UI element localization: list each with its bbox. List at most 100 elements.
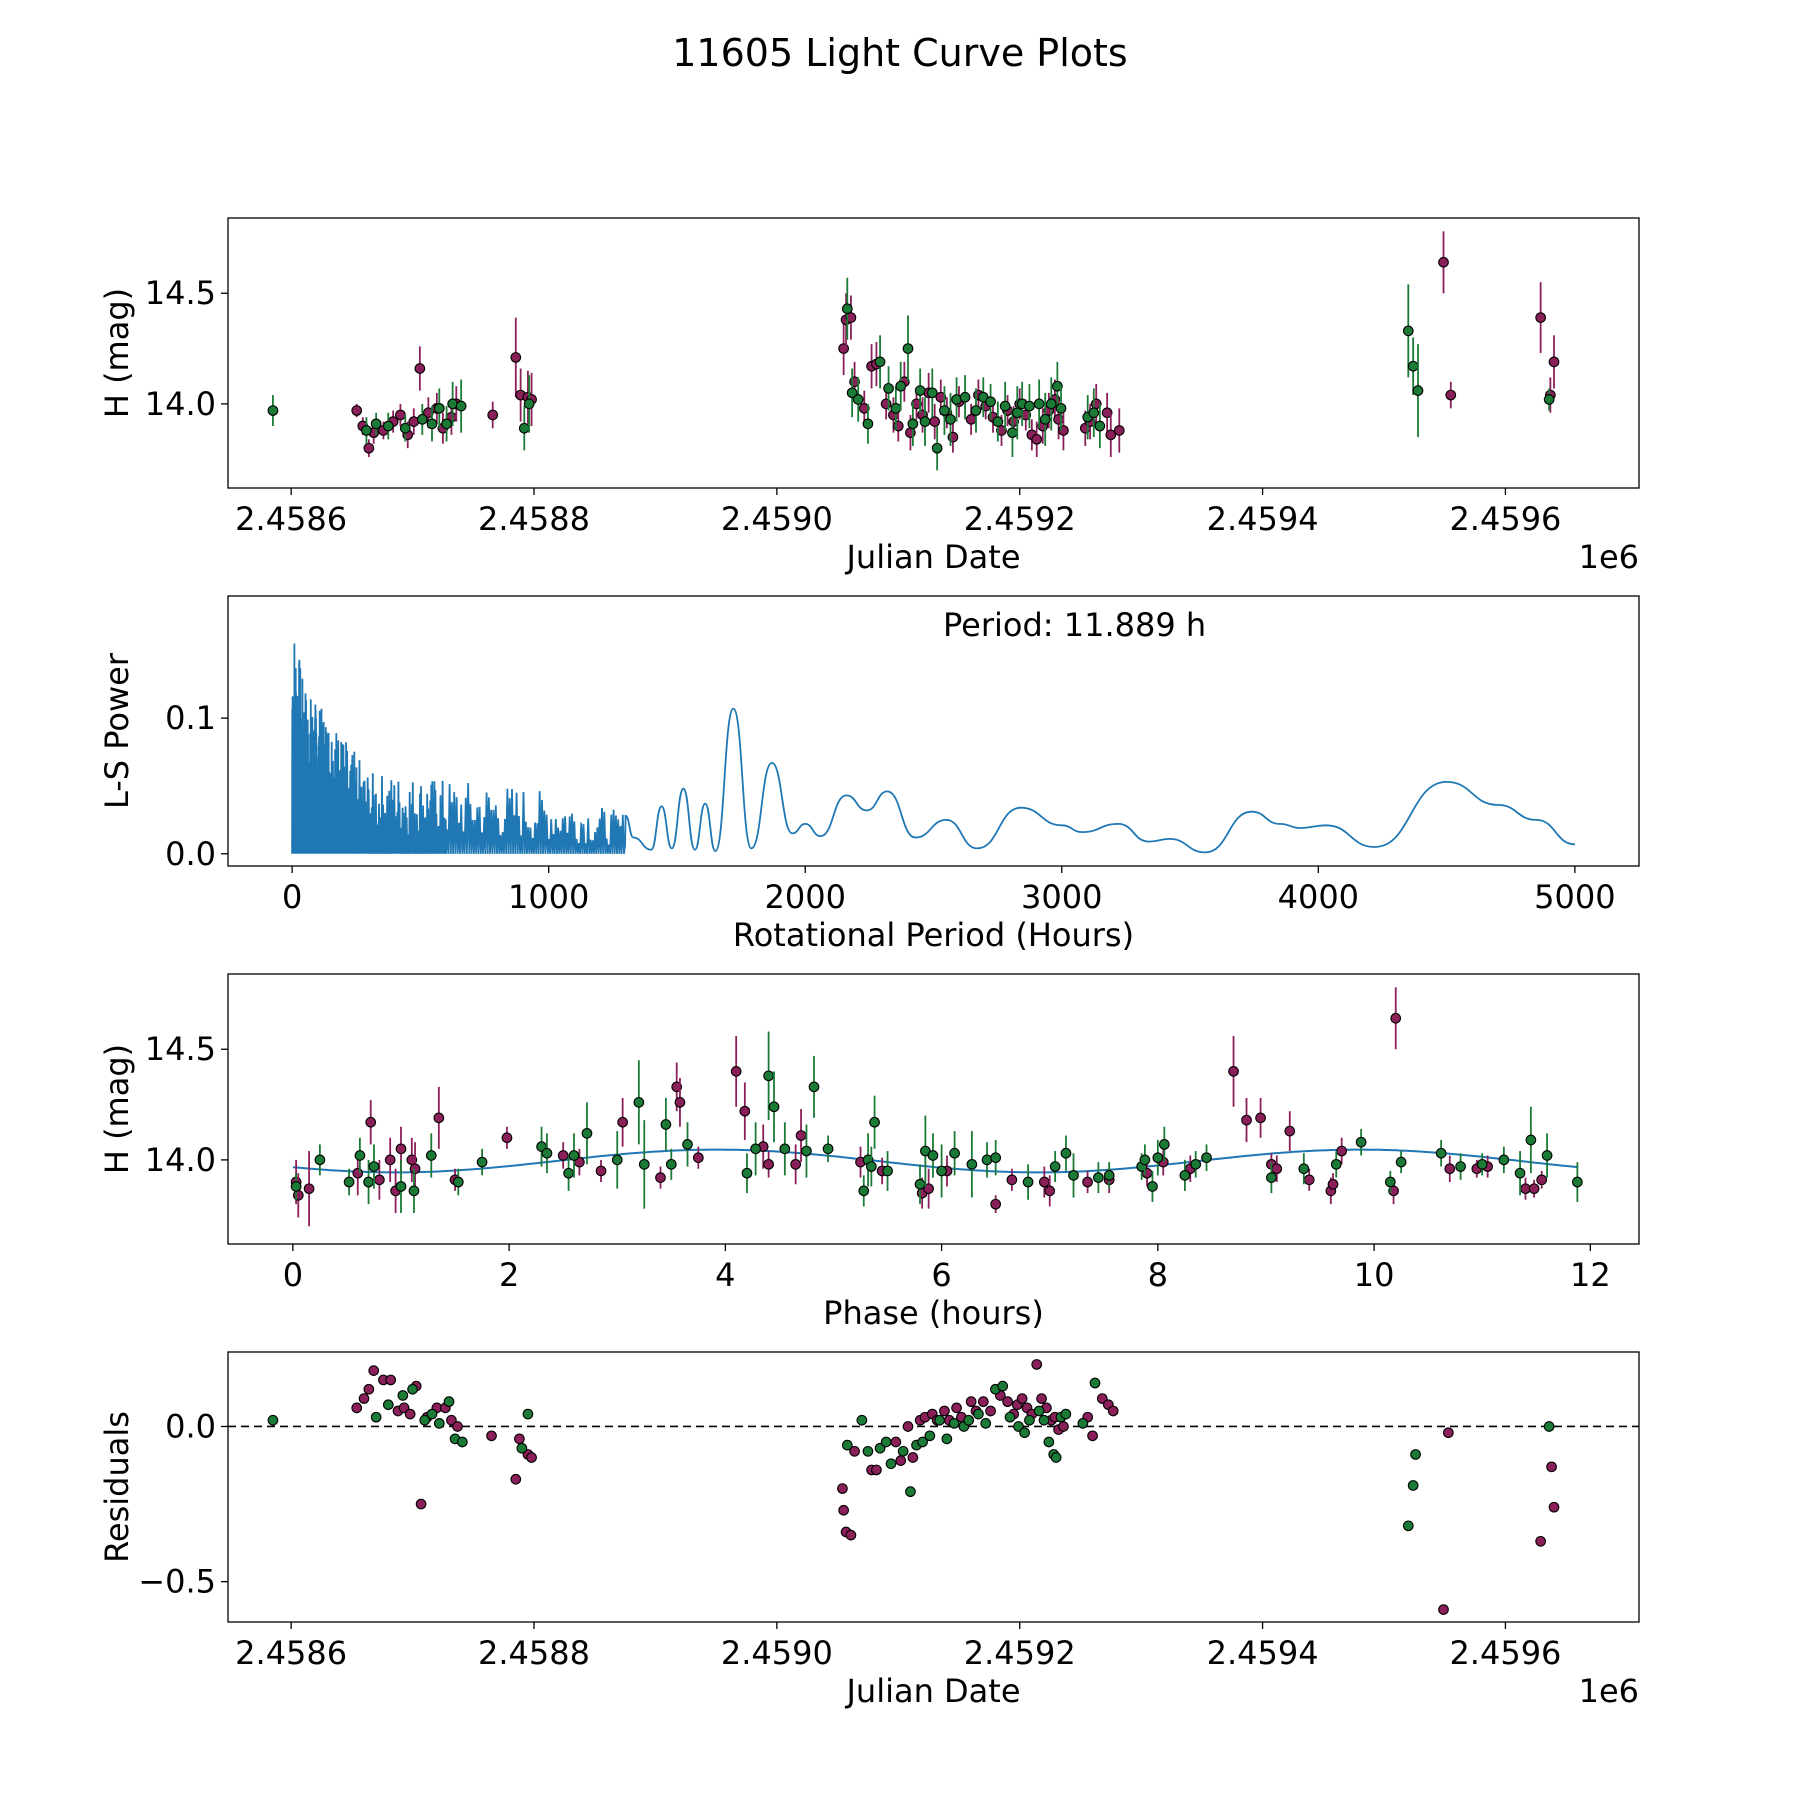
data-point [674, 1097, 686, 1108]
data-point [750, 1143, 761, 1155]
data-point [433, 1112, 445, 1124]
x-axis-label: Julian Date [844, 1672, 1020, 1710]
data-point [970, 405, 982, 416]
data-point [985, 1405, 996, 1417]
data-point [361, 425, 372, 436]
x-tick-label: 5000 [1534, 878, 1615, 916]
data-point [423, 407, 434, 419]
data-point [425, 1150, 437, 1161]
data-point [409, 1163, 421, 1175]
data-point [862, 418, 874, 430]
data-point [1053, 414, 1064, 425]
data-point [290, 1181, 302, 1192]
data-point [1011, 407, 1023, 419]
data-point [808, 1081, 820, 1093]
data-point [1410, 1449, 1421, 1460]
data-point [841, 303, 853, 315]
data-point [407, 1383, 418, 1395]
data-point [1055, 402, 1067, 414]
plot-frame [227, 973, 1640, 1245]
data-point [977, 1396, 989, 1408]
data-point [966, 1158, 978, 1170]
data-point [929, 416, 941, 427]
figure-title: 11605 Light Curve Plots [672, 31, 1127, 75]
data-point [1050, 1452, 1062, 1463]
data-point [997, 1380, 1009, 1392]
series-series_b [267, 1377, 1555, 1532]
data-point [303, 1183, 315, 1195]
data-point [949, 1147, 960, 1159]
y-axis-label: Residuals [98, 1411, 136, 1563]
data-point [951, 1402, 962, 1414]
data-point [895, 1455, 907, 1466]
series-series_b [267, 277, 1555, 471]
data-point [1444, 1163, 1456, 1175]
data-point [638, 1158, 650, 1170]
data-point [927, 1150, 939, 1161]
x-tick-label: 2.4588 [478, 500, 590, 538]
data-point [1094, 420, 1106, 432]
data-point [1543, 1421, 1555, 1432]
data-point [267, 405, 279, 416]
data-point [926, 387, 938, 399]
data-point [568, 1150, 580, 1161]
data-point [880, 398, 892, 410]
data-point [1402, 325, 1414, 337]
data-point [985, 396, 996, 408]
data-point [1435, 1147, 1447, 1159]
data-point [1024, 1414, 1035, 1426]
data-point [385, 1374, 397, 1386]
data-point [1395, 1156, 1407, 1168]
data-point [292, 1189, 304, 1201]
data-point [931, 442, 943, 454]
data-point [1284, 1125, 1296, 1137]
data-point [563, 1167, 574, 1179]
y-tick-label: 0.1 [165, 699, 216, 737]
x-tick-label: 2.4588 [478, 1634, 590, 1672]
data-point [996, 425, 1007, 436]
data-point [1033, 398, 1045, 410]
data-point [907, 418, 919, 430]
data-point [1077, 1418, 1089, 1429]
data-point [352, 1167, 364, 1179]
data-point [416, 414, 428, 425]
data-point [959, 391, 971, 403]
x-tick-label: 10 [1354, 1256, 1395, 1294]
data-point [1412, 385, 1424, 396]
data-point [779, 1143, 791, 1155]
data-point [363, 1176, 374, 1188]
y-axis-label: L-S Power [98, 652, 136, 809]
data-point [1330, 1158, 1342, 1170]
data-point [354, 1150, 366, 1161]
data-point [871, 1464, 882, 1476]
data-point [526, 1452, 537, 1463]
data-point [476, 1156, 488, 1168]
data-point [1543, 394, 1555, 405]
data-point [1535, 312, 1546, 323]
x-tick-label: 2.4590 [721, 500, 833, 538]
data-point [1058, 425, 1069, 436]
data-point [395, 409, 406, 421]
data-point [384, 1154, 396, 1166]
x-tick-label: 2 [499, 1256, 519, 1294]
data-point [343, 1176, 355, 1188]
y-tick-label: 14.0 [145, 1141, 216, 1179]
data-point [1443, 1427, 1454, 1439]
data-point [351, 1402, 363, 1414]
data-point [1541, 1150, 1553, 1161]
x-axis-label: Rotational Period (Hours) [733, 916, 1134, 954]
data-point [1384, 1176, 1396, 1188]
data-point [838, 1504, 849, 1516]
data-point [682, 1139, 693, 1150]
data-point [404, 1408, 416, 1420]
data-point [1045, 398, 1057, 410]
x-tick-label: 1000 [508, 878, 589, 916]
data-point [865, 1161, 877, 1172]
data-point [990, 1152, 1002, 1164]
data-point [869, 1116, 880, 1128]
data-point [1298, 1163, 1310, 1175]
data-point [1038, 1176, 1050, 1188]
data-point [905, 427, 916, 439]
data-point [510, 352, 522, 363]
data-point [1068, 1170, 1079, 1181]
